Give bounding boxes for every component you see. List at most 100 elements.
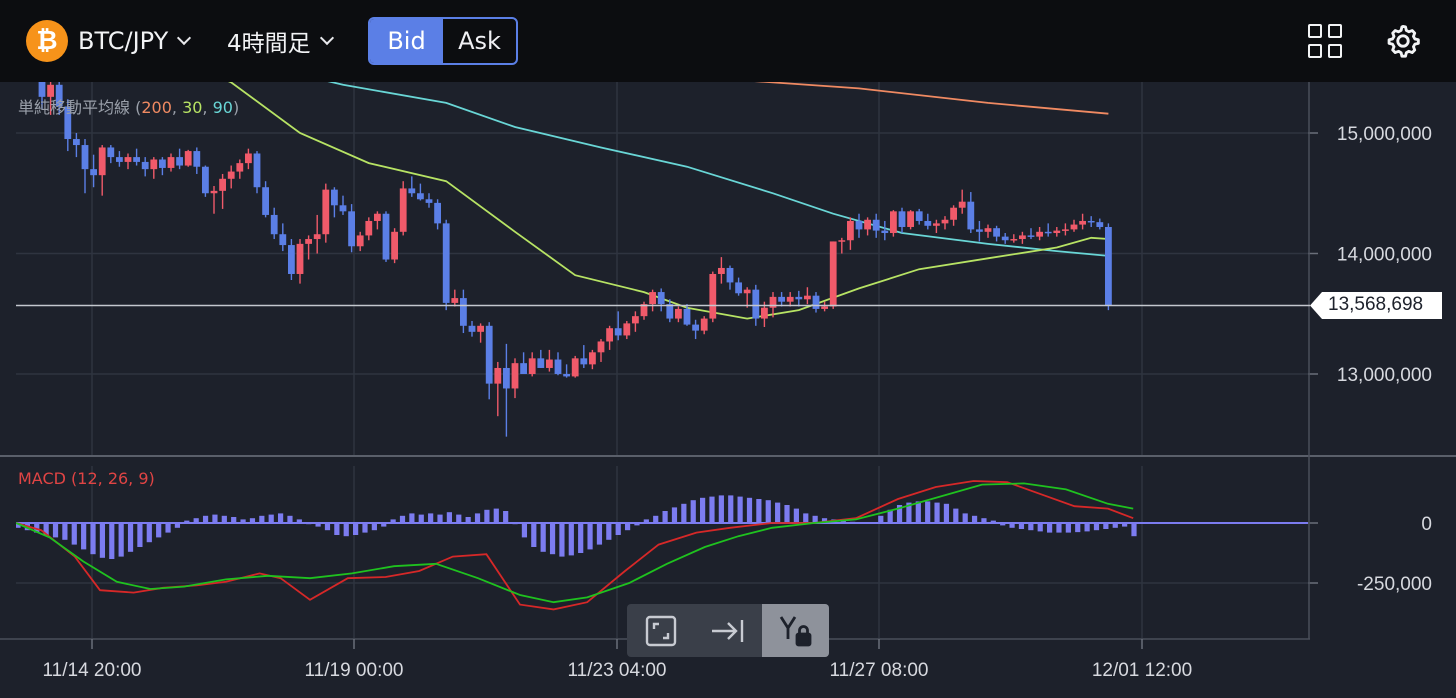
candle <box>434 199 441 230</box>
macd-histogram-bar <box>99 523 106 558</box>
macd-histogram-bar <box>606 523 612 540</box>
candle <box>606 325 613 350</box>
candle <box>554 352 562 376</box>
candle <box>640 301 648 320</box>
candle <box>365 217 373 241</box>
candle <box>623 320 631 340</box>
candle <box>838 237 846 254</box>
candle <box>141 157 149 177</box>
macd-histogram-bar <box>765 500 771 523</box>
x-tick-label: 11/27 08:00 <box>830 660 929 681</box>
pair-selector[interactable]: BTC/JPY <box>78 25 192 57</box>
macd-histogram-bar <box>165 523 171 533</box>
chart-toolbar <box>627 604 829 657</box>
jump-to-latest-button[interactable] <box>694 604 761 657</box>
macd-histogram-bar <box>390 519 396 523</box>
macd-histogram-bar <box>381 523 387 527</box>
candle <box>1105 223 1112 311</box>
macd-histogram-bar <box>596 523 603 545</box>
fit-screen-button[interactable] <box>627 604 694 657</box>
macd-histogram-bar <box>1131 523 1137 537</box>
ask-button[interactable]: Ask <box>458 27 501 55</box>
macd-histogram-bar <box>1037 523 1043 532</box>
candle <box>976 220 983 242</box>
macd-histogram-bar <box>353 523 359 535</box>
macd-histogram-bar <box>474 513 481 523</box>
macd-histogram-bar <box>118 523 124 557</box>
candle <box>107 145 115 164</box>
macd-histogram-bar <box>277 513 284 523</box>
macd-histogram-bar <box>456 514 462 523</box>
candle <box>941 216 949 230</box>
macd-histogram-bar <box>81 523 87 550</box>
candle <box>726 265 734 290</box>
macd-histogram-bar <box>212 514 218 523</box>
chart-area[interactable]: 15,000,000 14,000,000 13,000,000 0 -250,000 1… <box>0 82 1456 698</box>
macd-histogram-bar <box>878 515 884 523</box>
candle <box>1053 226 1061 237</box>
macd-histogram-bar <box>540 523 546 552</box>
candle <box>202 165 209 197</box>
sma-label: 単純移動平均線 <box>18 98 131 117</box>
y-tick-label: 15,000,000 <box>1337 124 1432 145</box>
macd-histogram-bar <box>446 512 452 523</box>
candle <box>159 157 166 176</box>
candle <box>915 208 923 225</box>
sma-period-30: 30 <box>182 98 203 117</box>
macd-histogram-bar <box>34 523 40 533</box>
candle <box>193 147 201 174</box>
macd-histogram-bar <box>1056 523 1062 533</box>
candle <box>950 205 957 226</box>
macd-histogram-bar <box>1084 523 1090 532</box>
macd-histogram-bar <box>709 496 715 523</box>
settings-gear-icon[interactable] <box>1384 22 1422 60</box>
macd-histogram-bar <box>493 508 499 523</box>
candle <box>778 292 785 307</box>
candle <box>485 322 493 400</box>
macd-histogram-bar <box>52 523 59 538</box>
candle <box>1087 216 1095 227</box>
candle <box>984 224 992 238</box>
macd-histogram-bar <box>109 523 115 559</box>
candle <box>1019 231 1026 244</box>
macd-histogram-bar <box>784 505 790 523</box>
candle <box>872 213 880 238</box>
macd-histogram-bar <box>821 518 828 523</box>
macd-lines <box>16 480 1134 611</box>
candle <box>683 304 691 326</box>
bid-button[interactable]: Bid <box>370 19 443 63</box>
candle <box>245 148 252 170</box>
macd-histogram-bar <box>549 523 556 555</box>
candle <box>348 204 355 253</box>
macd-histogram-bar <box>465 517 471 523</box>
macd-histogram-bar <box>521 523 528 538</box>
y-tick-label: 14,000,000 <box>1337 245 1432 266</box>
macd-histogram-bar <box>1065 523 1071 533</box>
macd-histogram-bar <box>728 495 734 523</box>
y-tick-label: 13,000,000 <box>1337 365 1432 386</box>
candle <box>399 181 407 236</box>
macd-histogram-bar <box>343 523 349 537</box>
macd-histogram-bar <box>887 509 893 523</box>
macd-histogram-bar <box>681 503 687 523</box>
candle <box>511 358 519 399</box>
macd-histogram-bar <box>249 518 256 523</box>
candle <box>958 189 966 214</box>
candle <box>657 288 665 312</box>
candle <box>133 148 140 166</box>
candle <box>692 319 699 340</box>
candle <box>1044 223 1052 237</box>
candle <box>829 241 837 309</box>
candle <box>442 219 450 311</box>
macd-histogram-bar <box>643 519 649 523</box>
layout-grid-icon[interactable] <box>1308 24 1342 58</box>
pair-label: BTC/JPY <box>78 27 169 55</box>
y-axis-lock-button[interactable] <box>761 604 829 657</box>
macd-histogram-bar <box>437 514 443 523</box>
macd-histogram-bar <box>756 499 762 523</box>
candle <box>614 311 622 341</box>
timeframe-selector[interactable]: 4時間足 <box>227 25 334 57</box>
last-price-label: 13,568,698 <box>1328 294 1424 315</box>
macd-histogram-bar <box>16 523 21 528</box>
macd-legend: MACD (12, 26, 9) <box>18 469 155 488</box>
